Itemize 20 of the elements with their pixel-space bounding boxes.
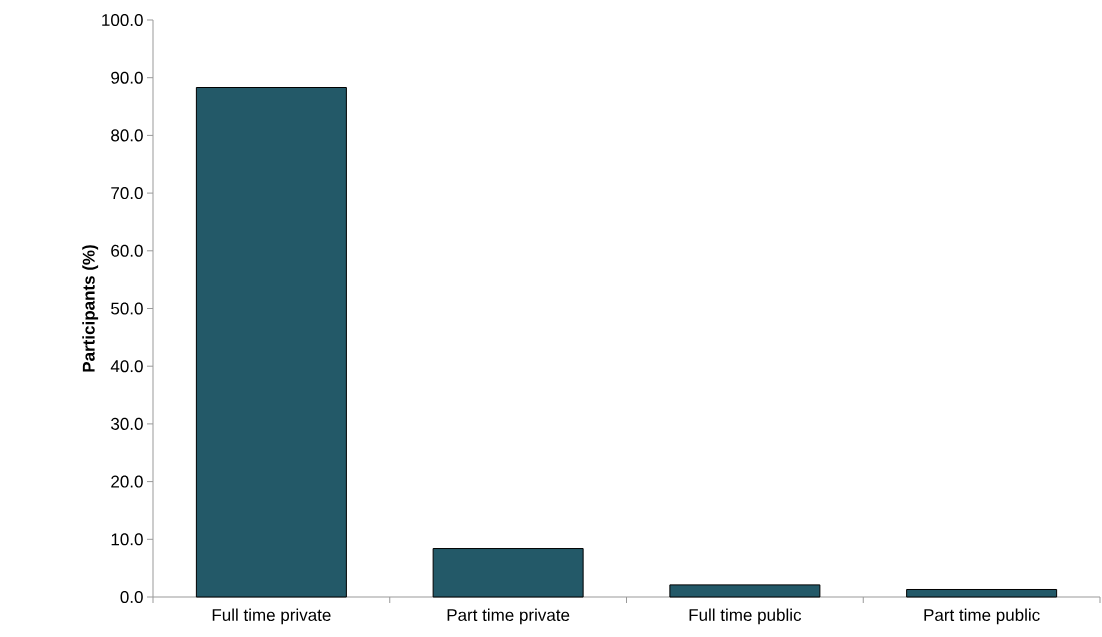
y-tick-label: 0.0 bbox=[120, 590, 143, 604]
y-tick-label: 10.0 bbox=[111, 533, 143, 546]
x-tick-label: Full time private bbox=[212, 608, 331, 625]
bar bbox=[195, 87, 347, 598]
y-tick-label: 70.0 bbox=[111, 187, 143, 200]
y-tick-label: 30.0 bbox=[111, 417, 143, 430]
y-tick-label: 90.0 bbox=[111, 71, 143, 84]
y-tick-label: 80.0 bbox=[111, 129, 143, 142]
y-axis-title: Participants (%) bbox=[82, 245, 99, 372]
x-tick-label: Part time public bbox=[924, 608, 1040, 625]
x-tick-label: Part time private bbox=[447, 608, 570, 625]
y-tick-label: 40.0 bbox=[110, 360, 143, 373]
bar bbox=[906, 589, 1058, 598]
bar bbox=[432, 548, 584, 598]
y-tick-label: 50.0 bbox=[111, 302, 143, 315]
bar bbox=[669, 584, 821, 598]
x-tick-label: Full time public bbox=[689, 608, 802, 625]
y-tick-label: 60.0 bbox=[111, 244, 143, 257]
y-tick-label: 100.0 bbox=[102, 13, 143, 27]
y-tick-label: 20.0 bbox=[111, 475, 143, 488]
